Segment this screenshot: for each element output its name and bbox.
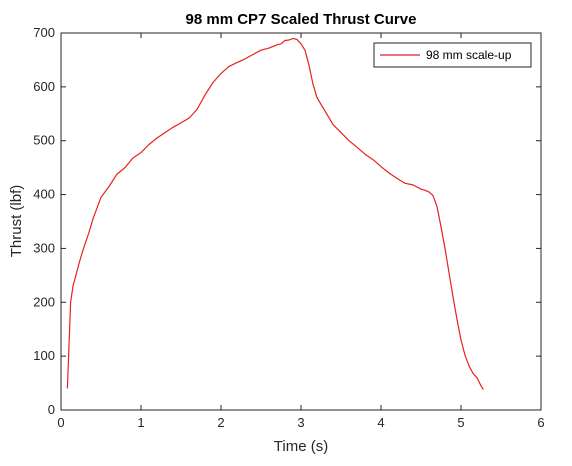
x-axis-label: Time (s) <box>274 438 328 455</box>
data-layer <box>66 37 484 390</box>
x-tick-label: 6 <box>537 415 544 430</box>
plot-frame <box>60 32 542 411</box>
tick-layer: 0 1 2 3 4 5 6 0 100 200 300 400 500 600 700 <box>33 25 544 430</box>
y-tick-label: 0 <box>48 402 55 417</box>
x-tick-label: 1 <box>137 415 144 430</box>
y-tick-label: 400 <box>33 187 55 202</box>
legend: 98 mm scale-up <box>373 42 532 68</box>
x-tick-label: 2 <box>217 415 224 430</box>
x-tick-label: 3 <box>297 415 304 430</box>
x-tick-label: 4 <box>377 415 384 430</box>
y-tick-label: 700 <box>33 25 55 40</box>
legend-label: 98 mm scale-up <box>426 48 512 62</box>
y-tick-label: 500 <box>33 133 55 148</box>
y-tick-label: 100 <box>33 348 55 363</box>
y-tick-label: 600 <box>33 79 55 94</box>
y-axis-label: Thrust (lbf) <box>8 185 25 258</box>
series-line <box>66 37 484 390</box>
y-tick-label: 200 <box>33 294 55 309</box>
x-tick-label: 0 <box>57 415 64 430</box>
y-tick-label: 300 <box>33 240 55 255</box>
chart-title: 98 mm CP7 Scaled Thrust Curve <box>186 11 417 28</box>
plot-area <box>61 33 541 410</box>
x-tick-label: 5 <box>457 415 464 430</box>
